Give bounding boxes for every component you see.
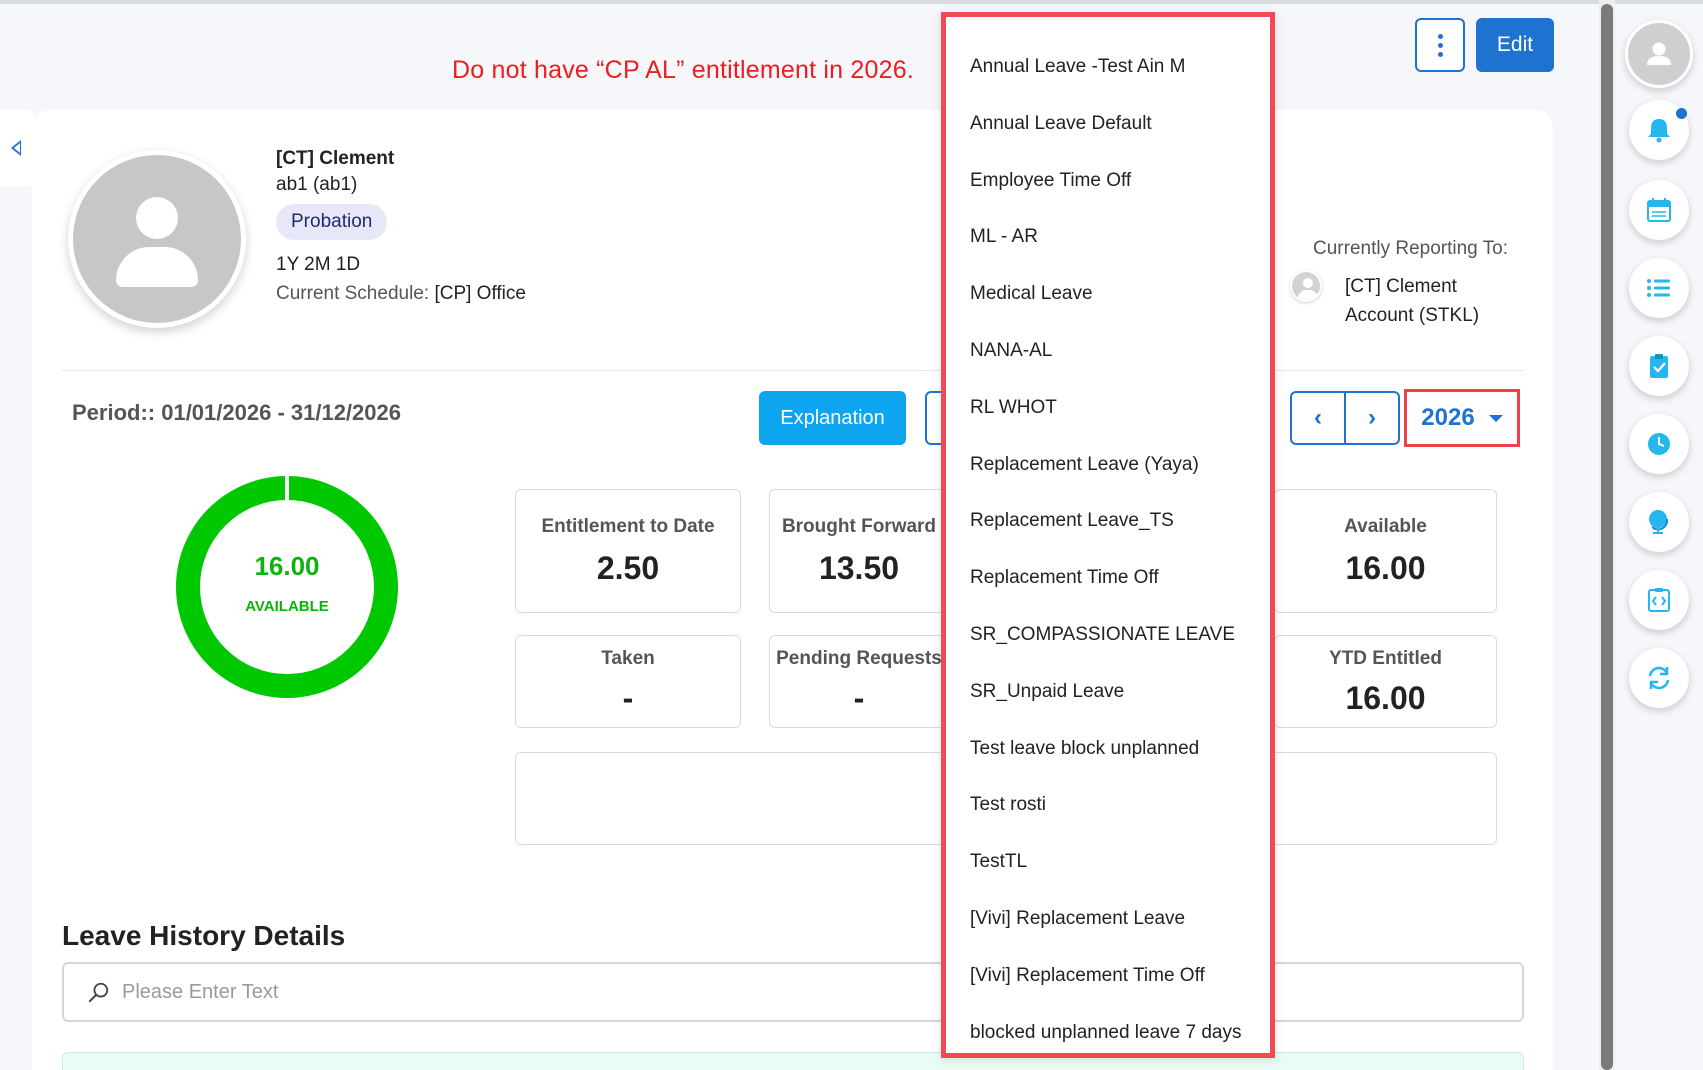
manager-avatar [1290,270,1322,302]
list-button[interactable] [1629,258,1689,318]
stat-entitlement-to-date: Entitlement to Date 2.50 [515,489,741,613]
globe-button[interactable] [1629,492,1689,552]
period-range: Period:: 01/01/2026 - 31/12/2026 [72,400,401,425]
leave-type-option[interactable]: Replacement Leave_TS [970,510,1174,532]
calendar-icon [1647,198,1671,222]
leave-type-option[interactable]: Test rosti [970,794,1047,816]
employee-code: ab1 (ab1) [276,174,358,195]
collapse-panel-button[interactable] [0,110,34,186]
selected-year: 2026 [1421,404,1475,431]
leave-history-search [62,962,1524,1022]
leave-type-option[interactable]: Medical Leave [970,283,1093,305]
notifications-button[interactable] [1629,100,1689,160]
schedule-label: Current Schedule: [276,283,430,304]
chevron-left-icon [11,140,21,156]
leave-type-option[interactable]: [Vivi] Replacement Time Off [970,964,1205,986]
reporting-label: Currently Reporting To: [1313,238,1509,259]
leave-type-option[interactable]: Annual Leave -Test Ain M [970,56,1186,77]
edit-button[interactable]: Edit [1476,18,1554,72]
leave-type-list: Annual Leave -Test Ain M Annual Leave De… [946,17,1270,1061]
leave-type-option[interactable]: SR_COMPASSIONATE LEAVE [970,623,1236,645]
profile-button[interactable] [1625,20,1693,88]
manager-name[interactable]: [CT] Clement Account (STKL) [1345,276,1480,326]
donut-label: AVAILABLE [245,598,329,615]
year-select[interactable]: 2026 [1404,389,1520,447]
stat-available: Available 16.00 [1274,489,1497,613]
scrollbar-thumb[interactable] [1601,4,1613,1070]
search-icon [88,982,109,1003]
status-badge: Probation [276,204,388,240]
employee-name: [CT] Clement [276,148,395,169]
calendar-button[interactable] [1629,180,1689,240]
chevron-left-icon: ‹ [1314,404,1322,431]
history-table-header [62,1052,1524,1070]
user-icon [136,197,178,239]
clock-icon [1648,433,1670,455]
notification-badge [1676,108,1687,119]
page-scrollbar[interactable] [1599,0,1615,1070]
leave-type-option[interactable]: TestTL [970,851,1028,873]
explanation-button[interactable]: Explanation [759,391,906,445]
kebab-icon [1437,33,1443,39]
tasks-button[interactable] [1629,336,1689,396]
stat-pending-requests: Pending Requests - [769,635,949,728]
leave-type-option[interactable]: Annual Leave Default [970,112,1152,134]
chevron-right-icon: › [1368,404,1376,431]
employee-avatar [68,150,246,328]
stat-ytd-entitled: YTD Entitled 16.00 [1274,635,1497,728]
leave-type-option[interactable]: SR_Unpaid Leave [970,680,1125,702]
leave-type-option[interactable]: NANA-AL [970,339,1053,361]
bell-icon [1648,119,1670,143]
caret-down-icon [1488,414,1503,422]
stat-taken: Taken - [515,635,741,728]
schedule-value: [CP] Office [434,283,526,304]
section-divider [62,370,1524,371]
donut-value: 16.00 [254,551,320,581]
list-icon [1647,279,1670,297]
leave-type-option[interactable]: [Vivi] Replacement Leave [970,907,1186,929]
search-input[interactable] [122,974,1502,1010]
refresh-icon [1648,666,1670,690]
next-year-button[interactable]: › [1344,393,1398,443]
current-schedule: Current Schedule: [CP] Office [276,283,526,305]
refresh-button[interactable] [1629,648,1689,708]
user-icon [1647,42,1671,65]
top-border [0,0,1703,4]
more-options-button[interactable] [1415,18,1465,72]
leave-type-option[interactable]: Replacement Leave (Yaya) [970,453,1199,475]
leave-history-title: Leave History Details [62,920,346,951]
employee-tenure: 1Y 2M 1D [276,254,361,275]
leave-type-option[interactable]: Test leave block unplanned [970,737,1200,759]
leave-type-option[interactable]: RL WHOT [970,396,1057,418]
leave-type-option[interactable]: Employee Time Off [970,169,1132,191]
leave-type-option[interactable]: Replacement Time Off [970,567,1159,589]
leave-type-option[interactable]: blocked unplanned leave 7 days [970,1021,1242,1043]
time-button[interactable] [1629,414,1689,474]
year-navigation: ‹ › [1290,391,1400,445]
leave-type-option[interactable]: ML - AR [970,226,1038,248]
code-clipboard-icon [1648,588,1670,612]
code-button[interactable] [1629,570,1689,630]
globe-icon [1649,510,1669,534]
leave-type-dropdown: Annual Leave -Test Ain M Annual Leave De… [941,12,1275,1058]
available-donut-chart [176,476,398,698]
clipboard-check-icon [1650,354,1668,378]
annotation-text: Do not have “CP AL” entitlement in 2026. [452,56,914,84]
stat-brought-forward: Brought Forward 13.50 [769,489,949,613]
previous-year-button[interactable]: ‹ [1292,393,1344,443]
